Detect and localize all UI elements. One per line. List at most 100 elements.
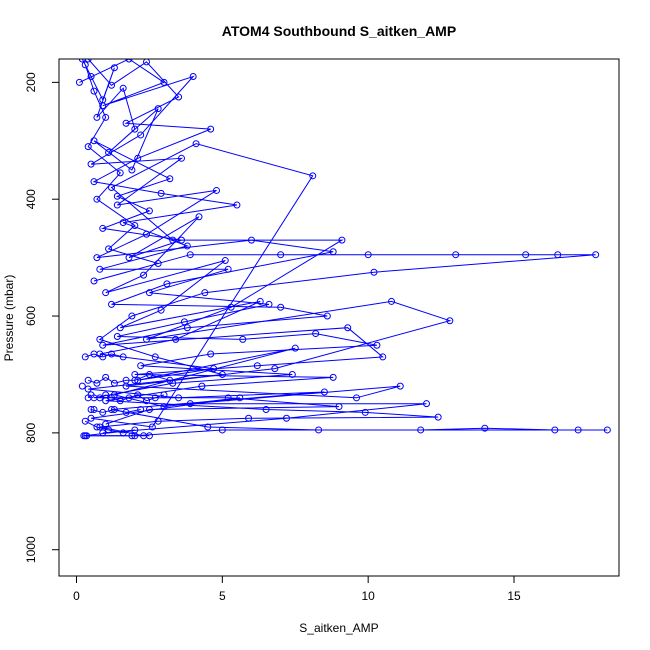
x-tick-label: 15 (507, 589, 521, 603)
data-layer (75, 59, 611, 440)
cluster-point (122, 376, 130, 384)
chart-title: ATOM4 Southbound S_aitken_AMP (222, 23, 456, 39)
data-point (189, 73, 197, 81)
data-point (353, 394, 360, 402)
data-point (128, 166, 136, 174)
cluster-point (108, 394, 115, 402)
data-point (213, 186, 220, 194)
data-point (592, 251, 600, 259)
cluster-segment (137, 394, 147, 402)
data-point (323, 312, 331, 320)
cluster-point (116, 397, 124, 405)
data-point (434, 413, 442, 421)
data-point (102, 289, 110, 297)
cluster-point (134, 391, 142, 399)
data-point (137, 131, 145, 139)
data-point (218, 426, 226, 434)
data-point (87, 414, 95, 422)
cluster-point (80, 432, 88, 440)
cluster-point (87, 406, 95, 414)
cluster-segment (111, 353, 124, 358)
data-point (335, 403, 343, 411)
data-point (423, 400, 430, 408)
data-point (143, 59, 150, 66)
data-point (256, 297, 264, 305)
cluster-segment (111, 397, 121, 402)
data-point (183, 242, 191, 250)
data-point (603, 426, 611, 434)
cluster-point (87, 391, 95, 399)
data-point (102, 420, 110, 428)
data-point (113, 192, 121, 200)
data-point (364, 251, 372, 259)
cluster-point (84, 376, 92, 384)
data-point (522, 251, 530, 259)
data-point (122, 119, 130, 127)
data-point (192, 140, 200, 148)
cluster-segment (146, 397, 156, 402)
data-point (169, 236, 177, 244)
data-point (93, 195, 101, 203)
data-point (154, 417, 162, 425)
cluster-segment (85, 353, 95, 358)
data-point (288, 370, 296, 378)
cluster-point (145, 370, 153, 378)
data-point (221, 257, 229, 265)
data-point (134, 154, 142, 162)
y-tick-label: 600 (24, 306, 38, 326)
x-axis: 0 5 10 15 (73, 575, 521, 603)
data-point (338, 236, 346, 244)
y-axis: 200 400 600 800 1000 (24, 72, 60, 563)
y-tick-label: 800 (24, 423, 38, 443)
data-point (291, 344, 299, 352)
cluster-segment (96, 376, 106, 384)
data-point (265, 300, 273, 308)
cluster-point (119, 429, 127, 437)
cluster-segment (93, 353, 103, 358)
cluster-point (93, 379, 101, 387)
data-point (93, 113, 101, 121)
cluster-segment (96, 426, 109, 431)
cluster-point (99, 408, 107, 416)
cluster-point (78, 382, 86, 390)
data-point (84, 385, 92, 393)
data-point (90, 277, 98, 285)
data-point (224, 265, 232, 273)
data-point (137, 362, 145, 370)
cluster-point (81, 353, 89, 361)
plot-area (75, 59, 611, 440)
data-point (195, 213, 203, 221)
cluster-point (119, 353, 127, 361)
data-point (224, 394, 232, 402)
cluster-segment (88, 379, 98, 384)
data-point (329, 373, 337, 381)
cluster-point (166, 376, 174, 384)
data-point (175, 93, 183, 101)
data-point (262, 406, 270, 414)
data-point (204, 423, 212, 431)
data-point (116, 169, 124, 177)
data-point (160, 78, 168, 86)
data-point (119, 219, 127, 227)
data-point (113, 332, 121, 340)
data-point (481, 424, 489, 432)
data-point (245, 414, 253, 422)
cluster-point (143, 397, 150, 405)
data-point (113, 201, 121, 209)
data-point (315, 426, 323, 434)
data-point (207, 125, 215, 133)
data-point (102, 113, 110, 121)
data-point (84, 143, 92, 151)
cluster-point (90, 406, 98, 414)
y-tick-label: 1000 (24, 536, 38, 563)
data-point (233, 201, 241, 209)
data-point (108, 81, 115, 89)
data-point (309, 172, 317, 180)
cluster-segment (102, 353, 112, 358)
cluster-point (122, 408, 130, 416)
data-point (227, 303, 235, 311)
data-point (388, 297, 395, 305)
data-point (99, 341, 107, 349)
cluster-point (93, 423, 101, 431)
